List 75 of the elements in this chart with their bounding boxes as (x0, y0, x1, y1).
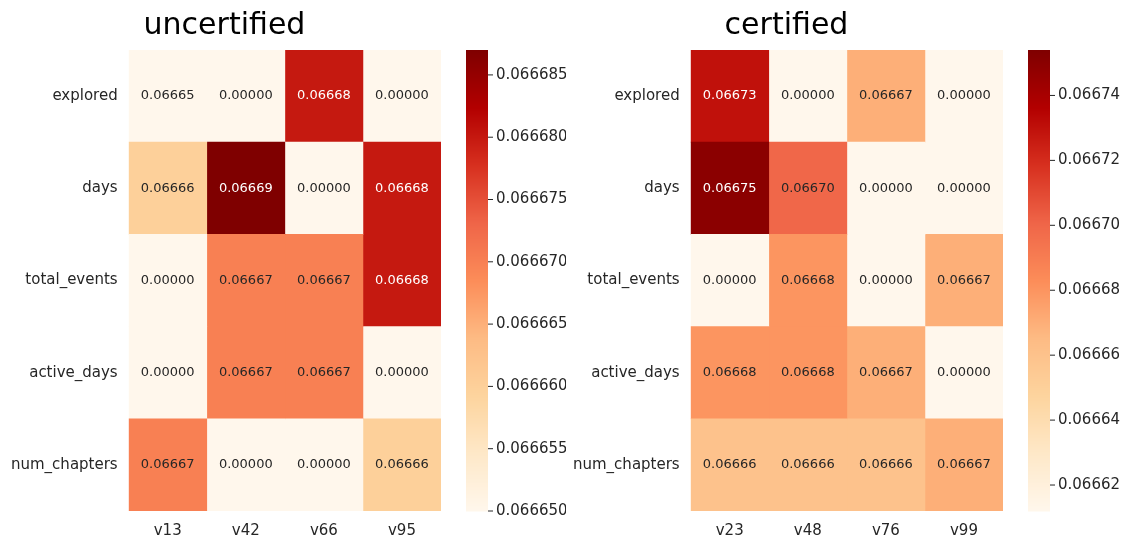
color-bar-label: 0.06662 (1058, 474, 1121, 493)
data-label: 0.06666 (780, 456, 835, 472)
data-label: 0.00000 (937, 364, 991, 380)
data-label: 0.00000 (702, 271, 757, 287)
color-bar-label: 0.066660 (496, 376, 568, 395)
data-label: 0.06665 (140, 87, 195, 103)
x-tick-label: v66 (309, 520, 338, 539)
data-label: 0.06667 (297, 364, 351, 380)
data-label: 0.06666 (702, 456, 757, 472)
data-label: 0.06668 (702, 364, 757, 380)
data-label: 0.06673 (702, 87, 757, 103)
data-label: 0.06668 (375, 179, 429, 195)
y-tick-label: explored (614, 85, 680, 104)
x-tick-label: v13 (153, 520, 182, 539)
color-bar-label: 0.06666 (1058, 345, 1121, 364)
y-tick-label: explored (52, 85, 118, 104)
x-tick-label: v23 (715, 520, 744, 539)
data-label: 0.00000 (297, 179, 351, 195)
y-tick-label: num_chapters (573, 454, 680, 474)
data-label: 0.06675 (702, 179, 757, 195)
x-tick-label: v95 (387, 520, 416, 539)
color-bar-label: 0.066680 (496, 127, 568, 146)
data-label: 0.06668 (780, 271, 835, 287)
data-label: 0.00000 (218, 87, 273, 103)
color-bar-label: 0.066655 (496, 438, 568, 457)
data-label: 0.06668 (780, 364, 835, 380)
y-tick-label: total_events (587, 270, 680, 290)
data-label: 0.00000 (140, 364, 195, 380)
color-bar-label: 0.066665 (496, 314, 568, 332)
data-label: 0.06666 (859, 456, 913, 472)
color-bar-label: 0.066650 (496, 500, 568, 519)
data-label: 0.06667 (937, 456, 991, 472)
data-label: 0.06666 (140, 179, 195, 195)
data-label: 0.00000 (297, 456, 351, 472)
data-label: 0.06667 (937, 271, 991, 287)
y-tick-label: days (82, 178, 118, 197)
y-tick-label: num_chapters (11, 454, 118, 474)
data-label: 0.00000 (937, 87, 991, 103)
color-bar-label: 0.06672 (1058, 150, 1121, 169)
data-label: 0.06667 (140, 456, 195, 472)
chart-title: uncertified (143, 5, 306, 41)
data-label: 0.06667 (218, 271, 273, 287)
data-label: 0.00000 (859, 271, 913, 287)
x-tick-label: v76 (871, 520, 900, 539)
data-label: 0.00000 (375, 87, 429, 103)
y-tick-label: active_days (29, 362, 118, 382)
x-tick-label: v99 (949, 520, 978, 539)
color-bar-label: 0.06670 (1058, 215, 1121, 234)
data-label: 0.00000 (937, 179, 991, 195)
y-tick-label: total_events (25, 270, 118, 290)
chart-title: certified (724, 5, 849, 41)
data-label: 0.06668 (375, 271, 429, 287)
data-label: 0.00000 (218, 456, 273, 472)
color-bar-label: 0.06664 (1058, 409, 1121, 428)
data-label: 0.00000 (859, 179, 913, 195)
color-bar-label: 0.06668 (1058, 280, 1121, 299)
data-label: 0.06667 (218, 364, 273, 380)
data-label: 0.06669 (218, 179, 273, 195)
data-label: 0.00000 (140, 271, 195, 287)
data-label: 0.06668 (297, 87, 351, 103)
data-label: 0.06666 (375, 456, 429, 472)
data-label: 0.00000 (780, 87, 835, 103)
color-bar-label: 0.06674 (1058, 85, 1121, 104)
data-label: 0.06670 (780, 179, 835, 195)
color-bar-label: 0.066685 (496, 64, 568, 83)
data-label: 0.06667 (859, 87, 913, 103)
y-tick-label: active_days (591, 362, 680, 382)
data-label: 0.00000 (375, 364, 429, 380)
data-label: 0.06667 (297, 271, 351, 287)
data-label: 0.06667 (859, 364, 913, 380)
x-tick-label: v42 (231, 520, 260, 539)
x-tick-label: v48 (793, 520, 822, 539)
y-tick-label: days (644, 178, 680, 197)
color-bar-label: 0.066675 (496, 189, 568, 208)
color-bar-label: 0.066670 (496, 251, 568, 270)
